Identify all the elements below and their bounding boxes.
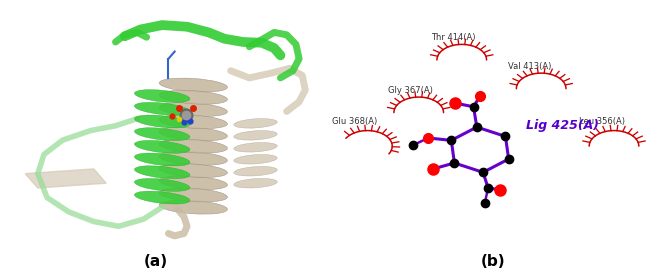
Text: Glu 368(A): Glu 368(A) (332, 117, 377, 126)
Ellipse shape (159, 163, 228, 178)
Ellipse shape (234, 131, 277, 140)
Text: (b): (b) (481, 254, 506, 269)
Ellipse shape (159, 176, 228, 190)
Ellipse shape (234, 178, 277, 188)
Ellipse shape (234, 143, 277, 152)
Ellipse shape (159, 152, 228, 165)
Text: Lig 425(A): Lig 425(A) (526, 119, 599, 132)
Ellipse shape (134, 178, 190, 191)
Ellipse shape (159, 103, 228, 116)
Ellipse shape (234, 154, 277, 164)
Text: (a): (a) (144, 254, 167, 269)
Ellipse shape (159, 127, 228, 141)
Ellipse shape (134, 166, 190, 179)
Ellipse shape (159, 90, 228, 104)
Ellipse shape (159, 200, 228, 214)
Ellipse shape (159, 115, 228, 129)
Ellipse shape (134, 140, 190, 153)
Ellipse shape (134, 90, 190, 103)
Text: Thr 414(A): Thr 414(A) (431, 33, 476, 42)
Polygon shape (25, 169, 106, 188)
Ellipse shape (159, 139, 228, 153)
Ellipse shape (134, 191, 190, 204)
Ellipse shape (134, 102, 190, 115)
Text: Leu 356(A): Leu 356(A) (579, 117, 626, 126)
Ellipse shape (234, 166, 277, 176)
Ellipse shape (134, 128, 190, 141)
Ellipse shape (134, 153, 190, 166)
Ellipse shape (234, 119, 277, 128)
Ellipse shape (159, 188, 228, 202)
Text: Val 413(A): Val 413(A) (508, 62, 551, 71)
Ellipse shape (134, 115, 190, 128)
Text: Gly 367(A): Gly 367(A) (388, 86, 433, 95)
Ellipse shape (159, 78, 228, 92)
